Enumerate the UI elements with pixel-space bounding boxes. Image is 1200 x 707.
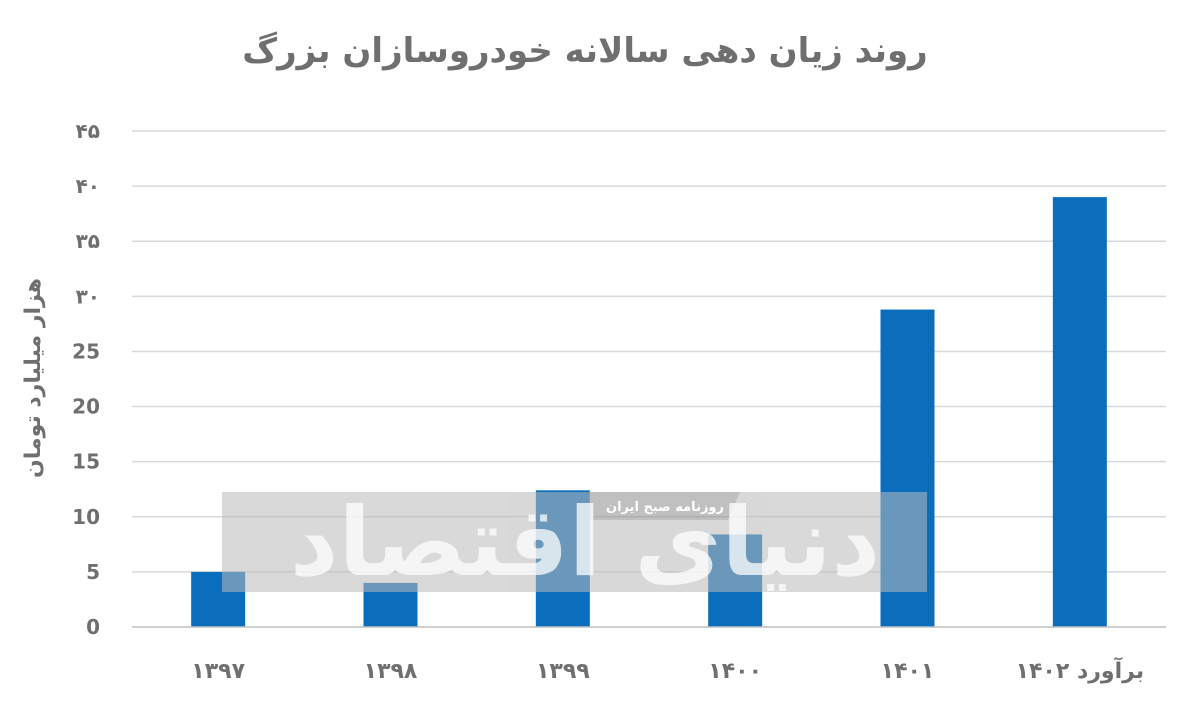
y-tick-label: ۴۵ (76, 119, 100, 143)
x-tick-label: ۱۳۹۸ (364, 659, 418, 684)
bar (1052, 197, 1107, 627)
y-tick-label: 25 (72, 339, 100, 363)
chart-title: روند زیان دهی سالانه خودروسازان بزرگ (242, 30, 927, 71)
x-tick-labels: ۱۳۹۷ ۱۳۹۸ ۱۳۹۹ ۱۴۰۰ ۱۴۰۱ برآورد ۱۴۰۲ (191, 656, 1144, 684)
y-axis-label: هزار میلیارد تومان (21, 278, 46, 478)
x-tick-label: برآورد ۱۴۰۲ (1016, 656, 1145, 684)
y-tick-labels: 0 5 10 15 20 25 ۳۰ ۳۵ ۴۰ ۴۵ (72, 119, 100, 639)
x-tick-label: ۱۴۰۰ (708, 659, 762, 684)
x-tick-label: ۱۳۹۹ (536, 659, 590, 684)
watermark-tag: روزنامه صبح ایران (590, 492, 740, 520)
y-tick-label: ۳۰ (76, 284, 100, 308)
y-tick-label: 10 (72, 505, 100, 529)
watermark-band (222, 492, 927, 592)
y-tick-label: ۴۰ (76, 174, 100, 198)
x-tick-label: ۱۴۰۱ (881, 659, 935, 684)
x-tick-label: ۱۳۹۷ (191, 659, 245, 684)
watermark-tagline: روزنامه صبح ایران (606, 500, 724, 515)
watermark-brand: دنیای اقتصاد (290, 488, 881, 598)
y-tick-label: ۳۵ (76, 229, 100, 253)
y-tick-label: 5 (86, 560, 100, 584)
watermark: روزنامه صبح ایران (222, 492, 927, 592)
y-tick-label: 15 (72, 450, 100, 474)
y-tick-label: 0 (86, 615, 100, 639)
y-tick-label: 20 (72, 395, 100, 419)
